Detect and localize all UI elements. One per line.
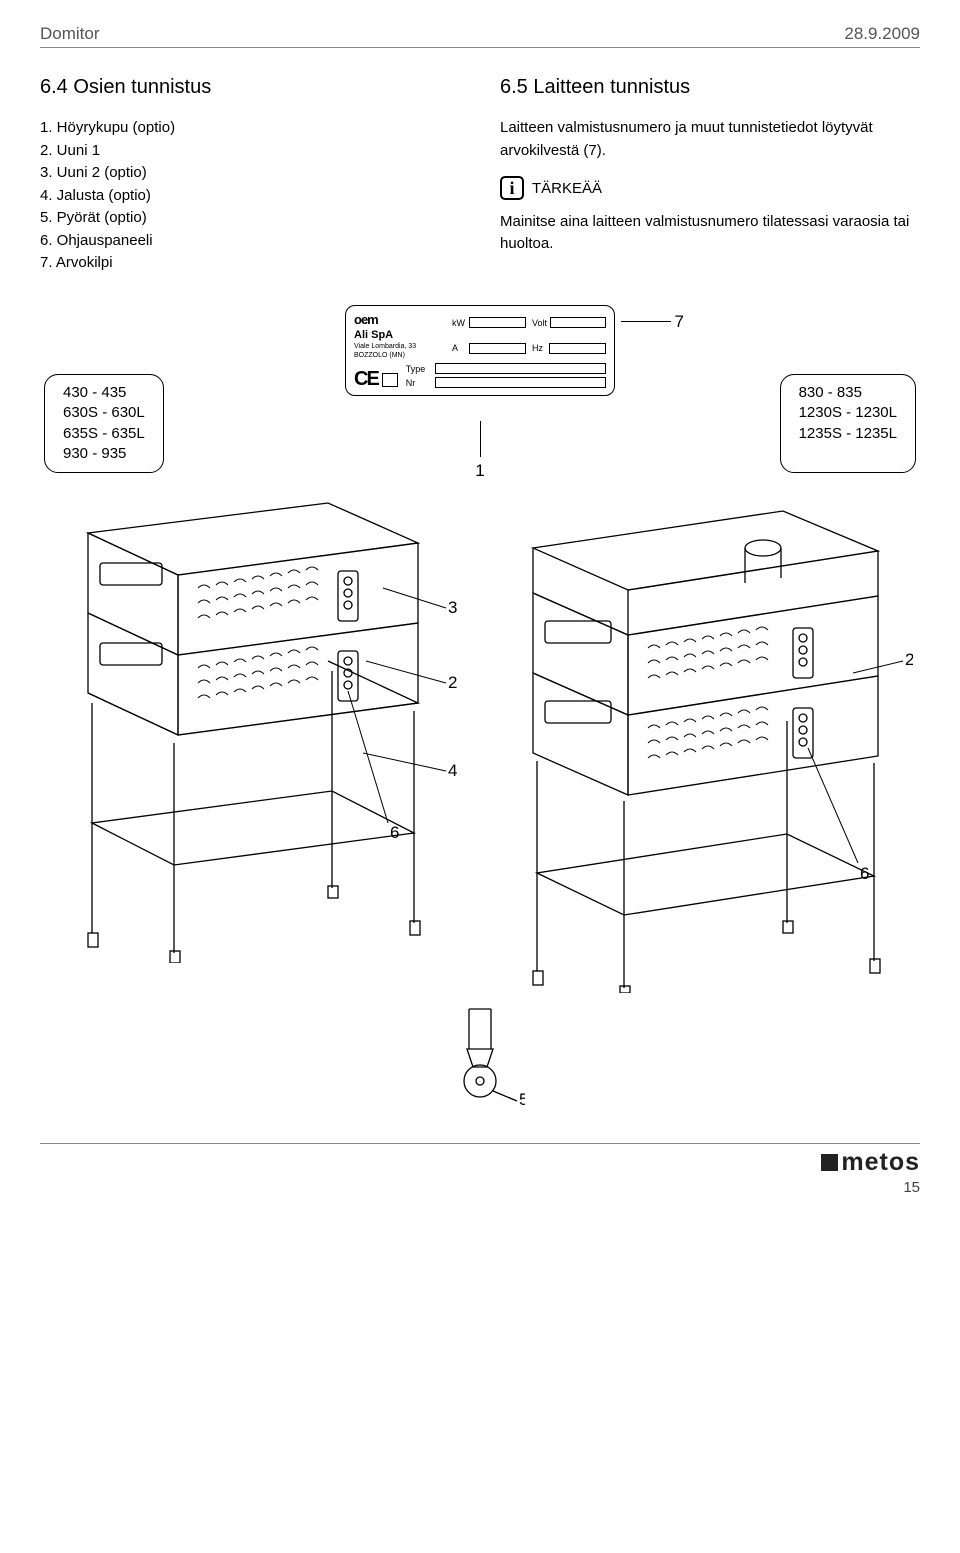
- type-label: Type: [406, 364, 432, 374]
- callout-2b: 2: [905, 650, 913, 669]
- rating-plate: oem Ali SpA Viale Lombardia, 33 BOZZOLO …: [345, 305, 615, 397]
- page-header: Domitor 28.9.2009: [40, 24, 920, 48]
- metos-logo: metos: [821, 1148, 920, 1177]
- callout-5: 5: [519, 1090, 525, 1109]
- info-icon: i: [500, 176, 524, 200]
- model-line: 1230S - 1230L: [799, 403, 897, 423]
- wheel-detail: 5: [40, 1003, 920, 1113]
- ali-label: Ali SpA: [354, 329, 444, 341]
- addr-line2: BOZZOLO (MN): [354, 352, 444, 359]
- hz-label: Hz: [532, 343, 546, 353]
- figure-area: oem Ali SpA Viale Lombardia, 33 BOZZOLO …: [40, 305, 920, 1114]
- page-footer: metos 15: [40, 1143, 920, 1212]
- oven-right-diagram: 2 6: [493, 493, 913, 993]
- section-title-parts: 6.4 Osien tunnistus: [40, 76, 460, 99]
- important-label: TÄRKEÄÄ: [532, 178, 602, 201]
- right-column: 6.5 Laitteen tunnistus Laitteen valmistu…: [500, 76, 920, 275]
- model-line: 630S - 630L: [63, 403, 145, 423]
- list-item: 7. Arvokilpi: [40, 252, 460, 275]
- list-item: 4. Jalusta (optio): [40, 185, 460, 208]
- a-label: A: [452, 343, 466, 353]
- important-row: i TÄRKEÄÄ: [500, 176, 920, 201]
- rating-plate-area: oem Ali SpA Viale Lombardia, 33 BOZZOLO …: [40, 305, 920, 397]
- ce-mark: CE: [354, 368, 378, 391]
- left-column: 6.4 Osien tunnistus 1. Höyrykupu (optio)…: [40, 76, 460, 275]
- header-left: Domitor: [40, 24, 100, 44]
- wheel-icon: 5: [435, 1003, 525, 1113]
- content-columns: 6.4 Osien tunnistus 1. Höyrykupu (optio)…: [40, 76, 920, 275]
- callout-4: 4: [448, 761, 457, 780]
- header-date: 28.9.2009: [844, 24, 920, 44]
- page-number: 15: [903, 1179, 920, 1196]
- device-id-text: Laitteen valmistusnumero ja muut tunnist…: [500, 117, 920, 162]
- model-line: 1235S - 1235L: [799, 424, 897, 444]
- callout-6b: 6: [860, 864, 869, 883]
- nr-label: Nr: [406, 378, 432, 388]
- addr-line1: Viale Lombardia, 33: [354, 343, 444, 350]
- callout-1: 1: [40, 461, 920, 481]
- callout-3: 3: [448, 598, 457, 617]
- list-item: 6. Ohjauspaneeli: [40, 230, 460, 253]
- list-item: 2. Uuni 1: [40, 140, 460, 163]
- list-item: 1. Höyrykupu (optio): [40, 117, 460, 140]
- volt-label: Volt: [532, 318, 547, 328]
- oem-logo: oem: [354, 312, 444, 327]
- model-line: 635S - 635L: [63, 424, 145, 444]
- callout-2: 2: [448, 673, 457, 692]
- list-item: 5. Pyörät (optio): [40, 207, 460, 230]
- oven-left-diagram: 3 2 4 6: [48, 493, 458, 963]
- callout-7: 7: [621, 312, 684, 332]
- important-text: Mainitse aina laitteen valmistusnumero t…: [500, 211, 920, 256]
- section-title-device: 6.5 Laitteen tunnistus: [500, 76, 920, 99]
- callout-6: 6: [390, 823, 399, 842]
- ovens-row: 3 2 4 6: [40, 493, 920, 993]
- list-item: 3. Uuni 2 (optio): [40, 162, 460, 185]
- kw-label: kW: [452, 318, 466, 328]
- parts-list: 1. Höyrykupu (optio) 2. Uuni 1 3. Uuni 2…: [40, 117, 460, 275]
